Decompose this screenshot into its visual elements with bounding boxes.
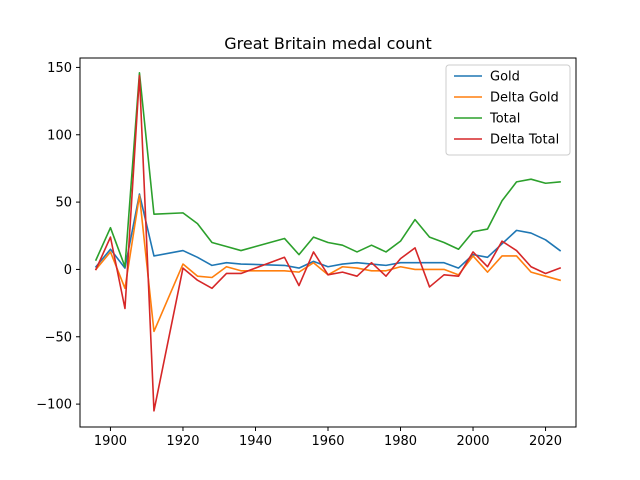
series-layer (94, 72, 562, 412)
y-tick-label: 100 (47, 128, 72, 143)
x-tick-label: 1920 (166, 434, 199, 449)
ticks-layer: 1900 1920 1940 1960 1980 2000 2020 −100 −50 0 50 10… (36, 61, 562, 449)
legend-box (445, 64, 571, 156)
x-tick-label: 1960 (311, 434, 344, 449)
y-tick-label: 0 (64, 263, 72, 278)
x-tick-label: 1980 (384, 434, 417, 449)
x-tick-label: 1940 (239, 434, 272, 449)
legend: Gold Delta Gold Total Delta Total (445, 64, 571, 156)
plot-area-frame (79, 57, 577, 428)
legend-label: Delta Gold (490, 91, 559, 106)
series-line-gold (94, 193, 562, 269)
series-line-delta-total (94, 74, 562, 412)
legend-label: Gold (490, 70, 520, 85)
series-line-delta-gold (94, 194, 562, 333)
legend-label: Total (489, 112, 520, 127)
y-tick-label: 50 (55, 196, 72, 211)
x-tick-label: 2000 (456, 434, 489, 449)
x-tick-label: 2020 (529, 434, 562, 449)
y-tick-label: −100 (36, 398, 72, 413)
x-tick-label: 1900 (94, 434, 127, 449)
series-line-total (94, 72, 561, 268)
legend-label: Delta Total (490, 133, 559, 148)
y-tick-label: 150 (47, 61, 72, 76)
chart-title: Great Britain medal count (224, 34, 431, 53)
y-tick-label: −50 (45, 330, 72, 345)
